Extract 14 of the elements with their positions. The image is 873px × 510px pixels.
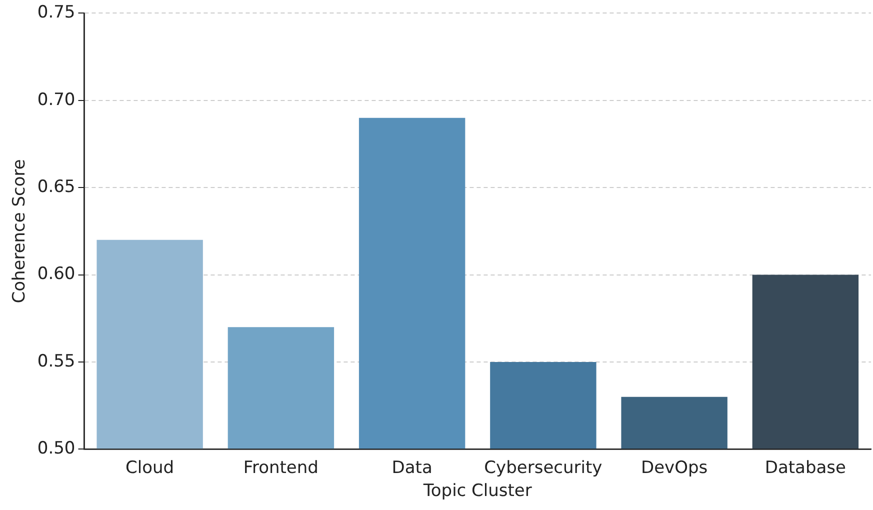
y-tick-label: 0.60 xyxy=(37,264,76,284)
y-tick-label: 0.70 xyxy=(37,90,76,110)
x-tick-label: Cybersecurity xyxy=(484,458,602,478)
x-axis-title: Topic Cluster xyxy=(422,481,532,502)
x-tick-label: Data xyxy=(392,458,432,478)
x-tick-label: Frontend xyxy=(243,458,318,478)
x-tick-label: Cloud xyxy=(126,458,174,478)
x-tick-label: Database xyxy=(764,458,846,478)
y-tick-label: 0.75 xyxy=(37,2,76,23)
y-tick-label: 0.50 xyxy=(37,438,76,459)
y-axis-title: Coherence Score xyxy=(10,159,30,304)
x-tick-label: DevOps xyxy=(640,458,708,478)
y-tick-label: 0.55 xyxy=(37,351,76,372)
y-tick-label: 0.65 xyxy=(37,177,76,198)
